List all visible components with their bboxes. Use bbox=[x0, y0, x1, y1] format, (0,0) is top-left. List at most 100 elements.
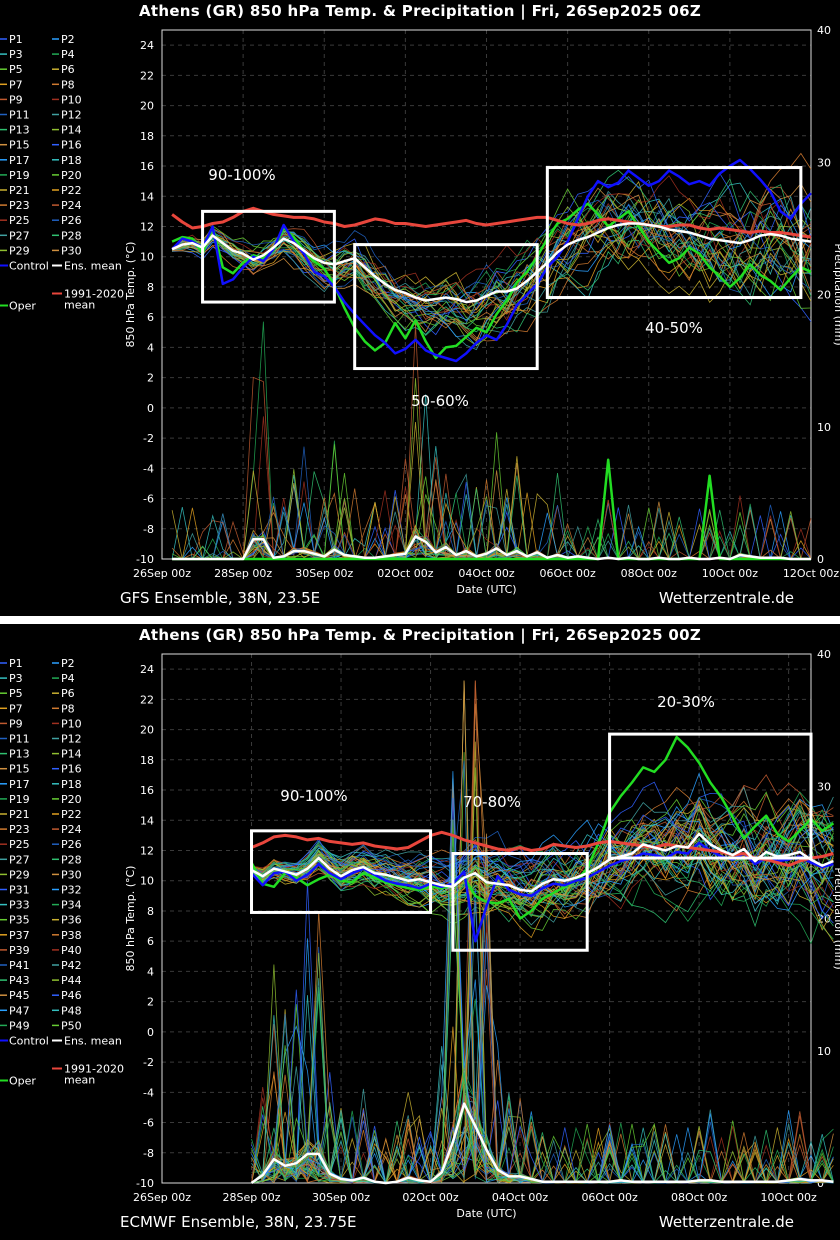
series-line-ens-mean-precip- bbox=[250, 1102, 834, 1185]
annotation-label: 90-100% bbox=[280, 787, 347, 805]
model-info: ECMWF Ensemble, 38N, 23.75E bbox=[120, 1213, 357, 1231]
legend-member-label: P13 bbox=[9, 748, 30, 761]
member-precip-line bbox=[251, 995, 834, 1184]
legend-member-label: P24 bbox=[61, 199, 82, 212]
y2-axis-label: Precipitation (mm) bbox=[832, 867, 840, 969]
legend-member-label: P42 bbox=[61, 959, 82, 972]
legend-member-label: P45 bbox=[9, 989, 30, 1002]
annotation-box bbox=[608, 732, 813, 860]
legend-member-label: P5 bbox=[9, 687, 23, 700]
legend-member-label: P16 bbox=[61, 763, 82, 776]
member-line bbox=[171, 235, 812, 312]
series-line-control bbox=[171, 158, 812, 363]
legend-clim-label: 1991-2020 bbox=[64, 1063, 124, 1076]
legend-clim-label: mean bbox=[64, 1074, 95, 1087]
x-tick-label: 02Oct 00z bbox=[377, 567, 434, 580]
legend-member-label: P30 bbox=[61, 244, 82, 257]
legend-member-label: P32 bbox=[61, 884, 82, 897]
member-precip-line bbox=[251, 741, 834, 1184]
series-line-oper bbox=[250, 735, 835, 920]
y-tick-label: 14 bbox=[140, 814, 154, 827]
series-line-ens-mean bbox=[171, 222, 812, 304]
legend-member-label: P44 bbox=[61, 974, 82, 987]
legend-clim-label: mean bbox=[64, 299, 95, 312]
x-tick-label: 02Oct 00z bbox=[402, 1191, 459, 1204]
x-tick-label: 30Sep 00z bbox=[295, 567, 353, 580]
ecmwf-ensemble-panel: Athens (GR) 850 hPa Temp. & Precipitatio… bbox=[0, 624, 840, 1240]
gfs-chart-svg: -10-8-6-4-202468101214161820222401020304… bbox=[0, 24, 840, 596]
legend-member-label: P26 bbox=[61, 214, 82, 227]
legend-member-label: P50 bbox=[61, 1019, 82, 1032]
y-tick-label: -2 bbox=[143, 1056, 154, 1069]
x-tick-label: 06Oct 00z bbox=[581, 1191, 638, 1204]
y-tick-label: 18 bbox=[140, 130, 154, 143]
ecmwf-chart-svg: -10-8-6-4-202468101214161820222401020304… bbox=[0, 648, 840, 1220]
y-tick-label: -10 bbox=[136, 553, 154, 566]
legend-member-label: P22 bbox=[61, 184, 82, 197]
chart-title: Athens (GR) 850 hPa Temp. & Precipitatio… bbox=[138, 626, 702, 644]
legend-member-label: P15 bbox=[9, 763, 30, 776]
series-line-ens-mean-precip- bbox=[172, 535, 811, 561]
legend-member-label: P5 bbox=[9, 63, 23, 76]
legend-member-label: P4 bbox=[61, 48, 75, 61]
legend-member-label: P24 bbox=[61, 823, 82, 836]
x-tick-label: 10Oct 00z bbox=[760, 1191, 817, 1204]
y-tick-label: 22 bbox=[140, 693, 154, 706]
y-tick-label: 24 bbox=[140, 39, 154, 52]
y-tick-label: 8 bbox=[147, 281, 154, 294]
member-line bbox=[251, 818, 834, 918]
legend-member-label: P18 bbox=[61, 778, 82, 791]
member-precip-line bbox=[171, 488, 811, 560]
y2-tick-label: 40 bbox=[817, 24, 831, 37]
annotation-box bbox=[451, 852, 589, 952]
x-tick-label: 30Sep 00z bbox=[312, 1191, 370, 1204]
x-tick-label: 26Sep 00z bbox=[133, 567, 191, 580]
legend-member-label: P16 bbox=[61, 139, 82, 152]
y-tick-label: 10 bbox=[140, 251, 154, 264]
x-tick-label: 04Oct 00z bbox=[492, 1191, 549, 1204]
y-tick-label: 22 bbox=[140, 69, 154, 82]
y-tick-label: 0 bbox=[147, 402, 154, 415]
legend-member-label: P25 bbox=[9, 838, 30, 851]
legend-member-label: P23 bbox=[9, 823, 30, 836]
legend-member-label: P8 bbox=[61, 702, 75, 715]
legend-member-label: P29 bbox=[9, 868, 30, 881]
legend-member-label: P49 bbox=[9, 1019, 30, 1032]
model-info: GFS Ensemble, 38N, 23.5E bbox=[120, 589, 321, 607]
x-tick-label: 04Oct 00z bbox=[458, 567, 515, 580]
member-line bbox=[171, 208, 812, 315]
series-line-oper-precip- bbox=[172, 458, 811, 561]
x-tick-label: 28Sep 00z bbox=[214, 567, 272, 580]
legend: P1 P2 P3 P4 P5 P6 P7 P8 P9 P10 P11 P12 P13 P14 P15 P16 P… bbox=[0, 33, 124, 313]
member-line bbox=[251, 791, 834, 914]
member-line bbox=[251, 830, 834, 923]
legend-member-label: P6 bbox=[61, 63, 75, 76]
y-tick-label: 6 bbox=[147, 311, 154, 324]
x-tick-label: 08Oct 00z bbox=[671, 1191, 728, 1204]
legend-member-label: P7 bbox=[9, 702, 23, 715]
annotation-box bbox=[353, 243, 539, 371]
y-tick-label: -10 bbox=[136, 1177, 154, 1190]
member-line bbox=[172, 182, 812, 341]
legend-member-label: P2 bbox=[61, 33, 75, 46]
legend-member-label: P12 bbox=[61, 733, 82, 746]
legend-member-label: P43 bbox=[9, 974, 30, 987]
legend-member-label: P21 bbox=[9, 808, 30, 821]
legend-member-label: P30 bbox=[61, 868, 82, 881]
legend-member-label: P33 bbox=[9, 899, 30, 912]
legend-control-label: Control bbox=[9, 260, 49, 273]
legend-member-label: P15 bbox=[9, 139, 30, 152]
site-credit: Wetterzentrale.de bbox=[658, 1213, 794, 1231]
x-axis-label: Date (UTC) bbox=[456, 583, 516, 596]
legend-member-label: P21 bbox=[9, 184, 30, 197]
annotation-label: 40-50% bbox=[645, 319, 703, 337]
member-line bbox=[171, 199, 812, 323]
member-line bbox=[251, 802, 834, 894]
legend-member-label: P18 bbox=[61, 154, 82, 167]
annotation-box bbox=[545, 166, 803, 300]
y-tick-label: 4 bbox=[147, 341, 154, 354]
y2-tick-label: 30 bbox=[817, 156, 831, 169]
legend-member-label: P25 bbox=[9, 214, 30, 227]
y-tick-label: 6 bbox=[147, 935, 154, 948]
annotation-label: 90-100% bbox=[208, 166, 275, 184]
